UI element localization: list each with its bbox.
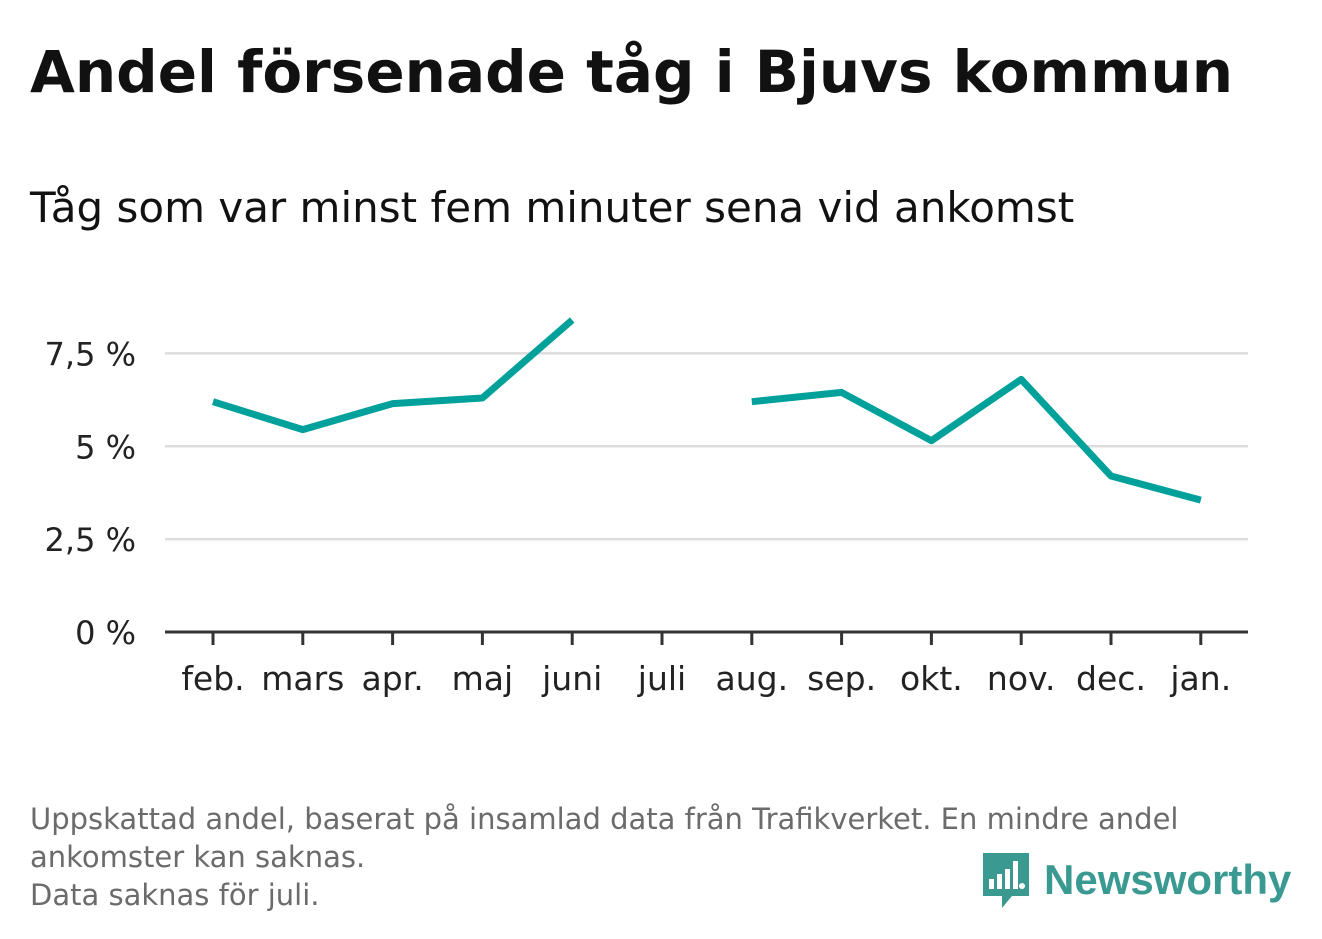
x-tick-label: maj	[452, 659, 514, 698]
series-lines	[211, 317, 1202, 504]
x-tick-label: aug.	[716, 659, 789, 698]
y-axis-tick-labels: 0 % 2,5 % 5 % 7,5 %	[45, 335, 136, 652]
footnote: Uppskattad andel, baserat på insamlad da…	[30, 800, 1290, 914]
x-tick-label: okt.	[900, 659, 963, 698]
x-tick-label: juli	[637, 659, 686, 698]
chart-subtitle: Tåg som var minst fem minuter sena vid a…	[30, 183, 1075, 232]
y-tick-label: 0 %	[75, 614, 136, 652]
x-axis: feb. mars apr. maj juni juli aug. sep. okt. nov. d…	[165, 630, 1248, 698]
newsworthy-logo-icon	[983, 853, 1029, 908]
x-tick-label: jan.	[1169, 659, 1231, 698]
series-line-segment	[211, 317, 575, 434]
x-tick-label: feb.	[181, 659, 244, 698]
x-tick-label: nov.	[987, 659, 1056, 698]
x-tick-label: apr.	[361, 659, 423, 698]
y-tick-label: 2,5 %	[45, 521, 136, 559]
chart-title: Andel försenade tåg i Bjuvs kommun	[30, 38, 1233, 106]
footnote-line-1: Uppskattad andel, baserat på insamlad da…	[30, 802, 1179, 836]
y-tick-label: 5 %	[75, 428, 136, 466]
footnote-line-3: Data saknas för juli.	[30, 878, 320, 912]
x-tick-label: dec.	[1076, 659, 1146, 698]
brand-name: Newsworthy	[1044, 856, 1292, 903]
x-tick-label: mars	[261, 659, 344, 698]
x-tick-label: sep.	[807, 659, 876, 698]
x-tick-label: juni	[541, 659, 602, 698]
grid-lines	[165, 352, 1248, 541]
series-line-segment	[751, 375, 1202, 504]
y-tick-label: 7,5 %	[45, 335, 136, 373]
brand-logo: Newsworthy	[980, 850, 1291, 910]
footnote-line-2: ankomster kan saknas.	[30, 840, 366, 874]
